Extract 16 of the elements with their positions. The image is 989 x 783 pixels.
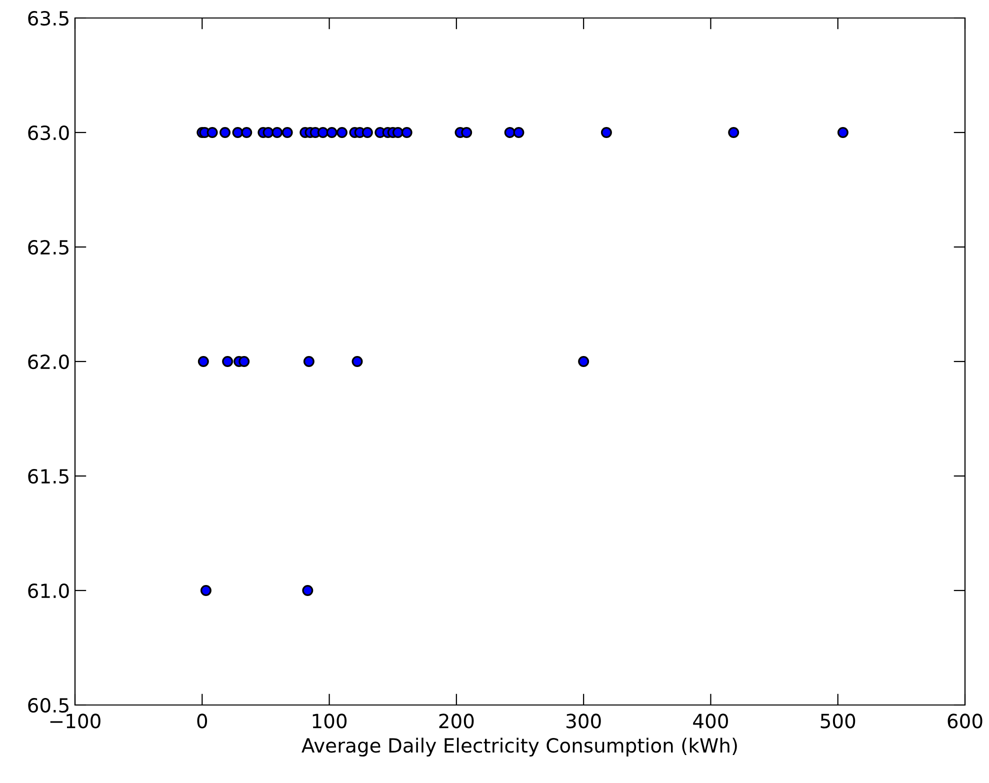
y-tick-label: 60.5 — [28, 698, 68, 713]
y-tick-label: 62.0 — [28, 354, 69, 370]
x-tick-label: 600 — [948, 714, 982, 728]
x-tick-label: 200 — [439, 714, 474, 728]
y-tick-label: 61.0 — [28, 583, 69, 598]
y-tick-label: 63.5 — [28, 10, 68, 26]
x-tick-label: 100 — [312, 714, 347, 728]
y-tick-label: 63.0 — [28, 125, 69, 140]
x-tick-label: 300 — [566, 714, 601, 728]
x-tick-label: 400 — [693, 714, 728, 728]
x-tick-label: −100 — [50, 714, 100, 728]
x-tick-label: 0 — [197, 714, 208, 728]
x-tick-label: 500 — [820, 714, 856, 728]
y-tick-label: 62.5 — [28, 240, 68, 255]
x-axis-title: Average Daily Electricity Consumption (kWh) — [302, 738, 737, 757]
y-tick-label: 61.5 — [28, 468, 68, 484]
